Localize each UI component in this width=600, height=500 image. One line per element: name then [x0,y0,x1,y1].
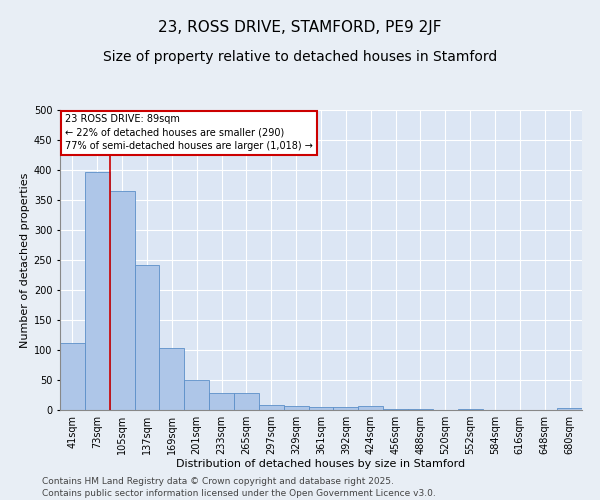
Bar [308,407,334,410]
Bar [234,392,259,410]
Bar [134,266,160,410]
Bar [184,380,209,410]
Text: 23 ROSS DRIVE: 89sqm
← 22% of detached houses are smaller (290)
77% of semi-deta: 23 ROSS DRIVE: 89sqm ← 22% of detached h… [65,114,313,151]
Bar [358,406,383,410]
Bar [259,404,284,410]
Bar [160,348,184,410]
Bar [209,392,234,410]
Text: 23, ROSS DRIVE, STAMFORD, PE9 2JF: 23, ROSS DRIVE, STAMFORD, PE9 2JF [158,20,442,35]
Bar [60,343,85,410]
Text: Contains HM Land Registry data © Crown copyright and database right 2025.
Contai: Contains HM Land Registry data © Crown c… [42,476,436,498]
Text: Size of property relative to detached houses in Stamford: Size of property relative to detached ho… [103,50,497,64]
Bar [334,407,358,410]
Bar [557,408,582,410]
Y-axis label: Number of detached properties: Number of detached properties [20,172,29,348]
Bar [284,406,308,410]
Bar [85,172,110,410]
X-axis label: Distribution of detached houses by size in Stamford: Distribution of detached houses by size … [176,458,466,468]
Bar [110,191,134,410]
